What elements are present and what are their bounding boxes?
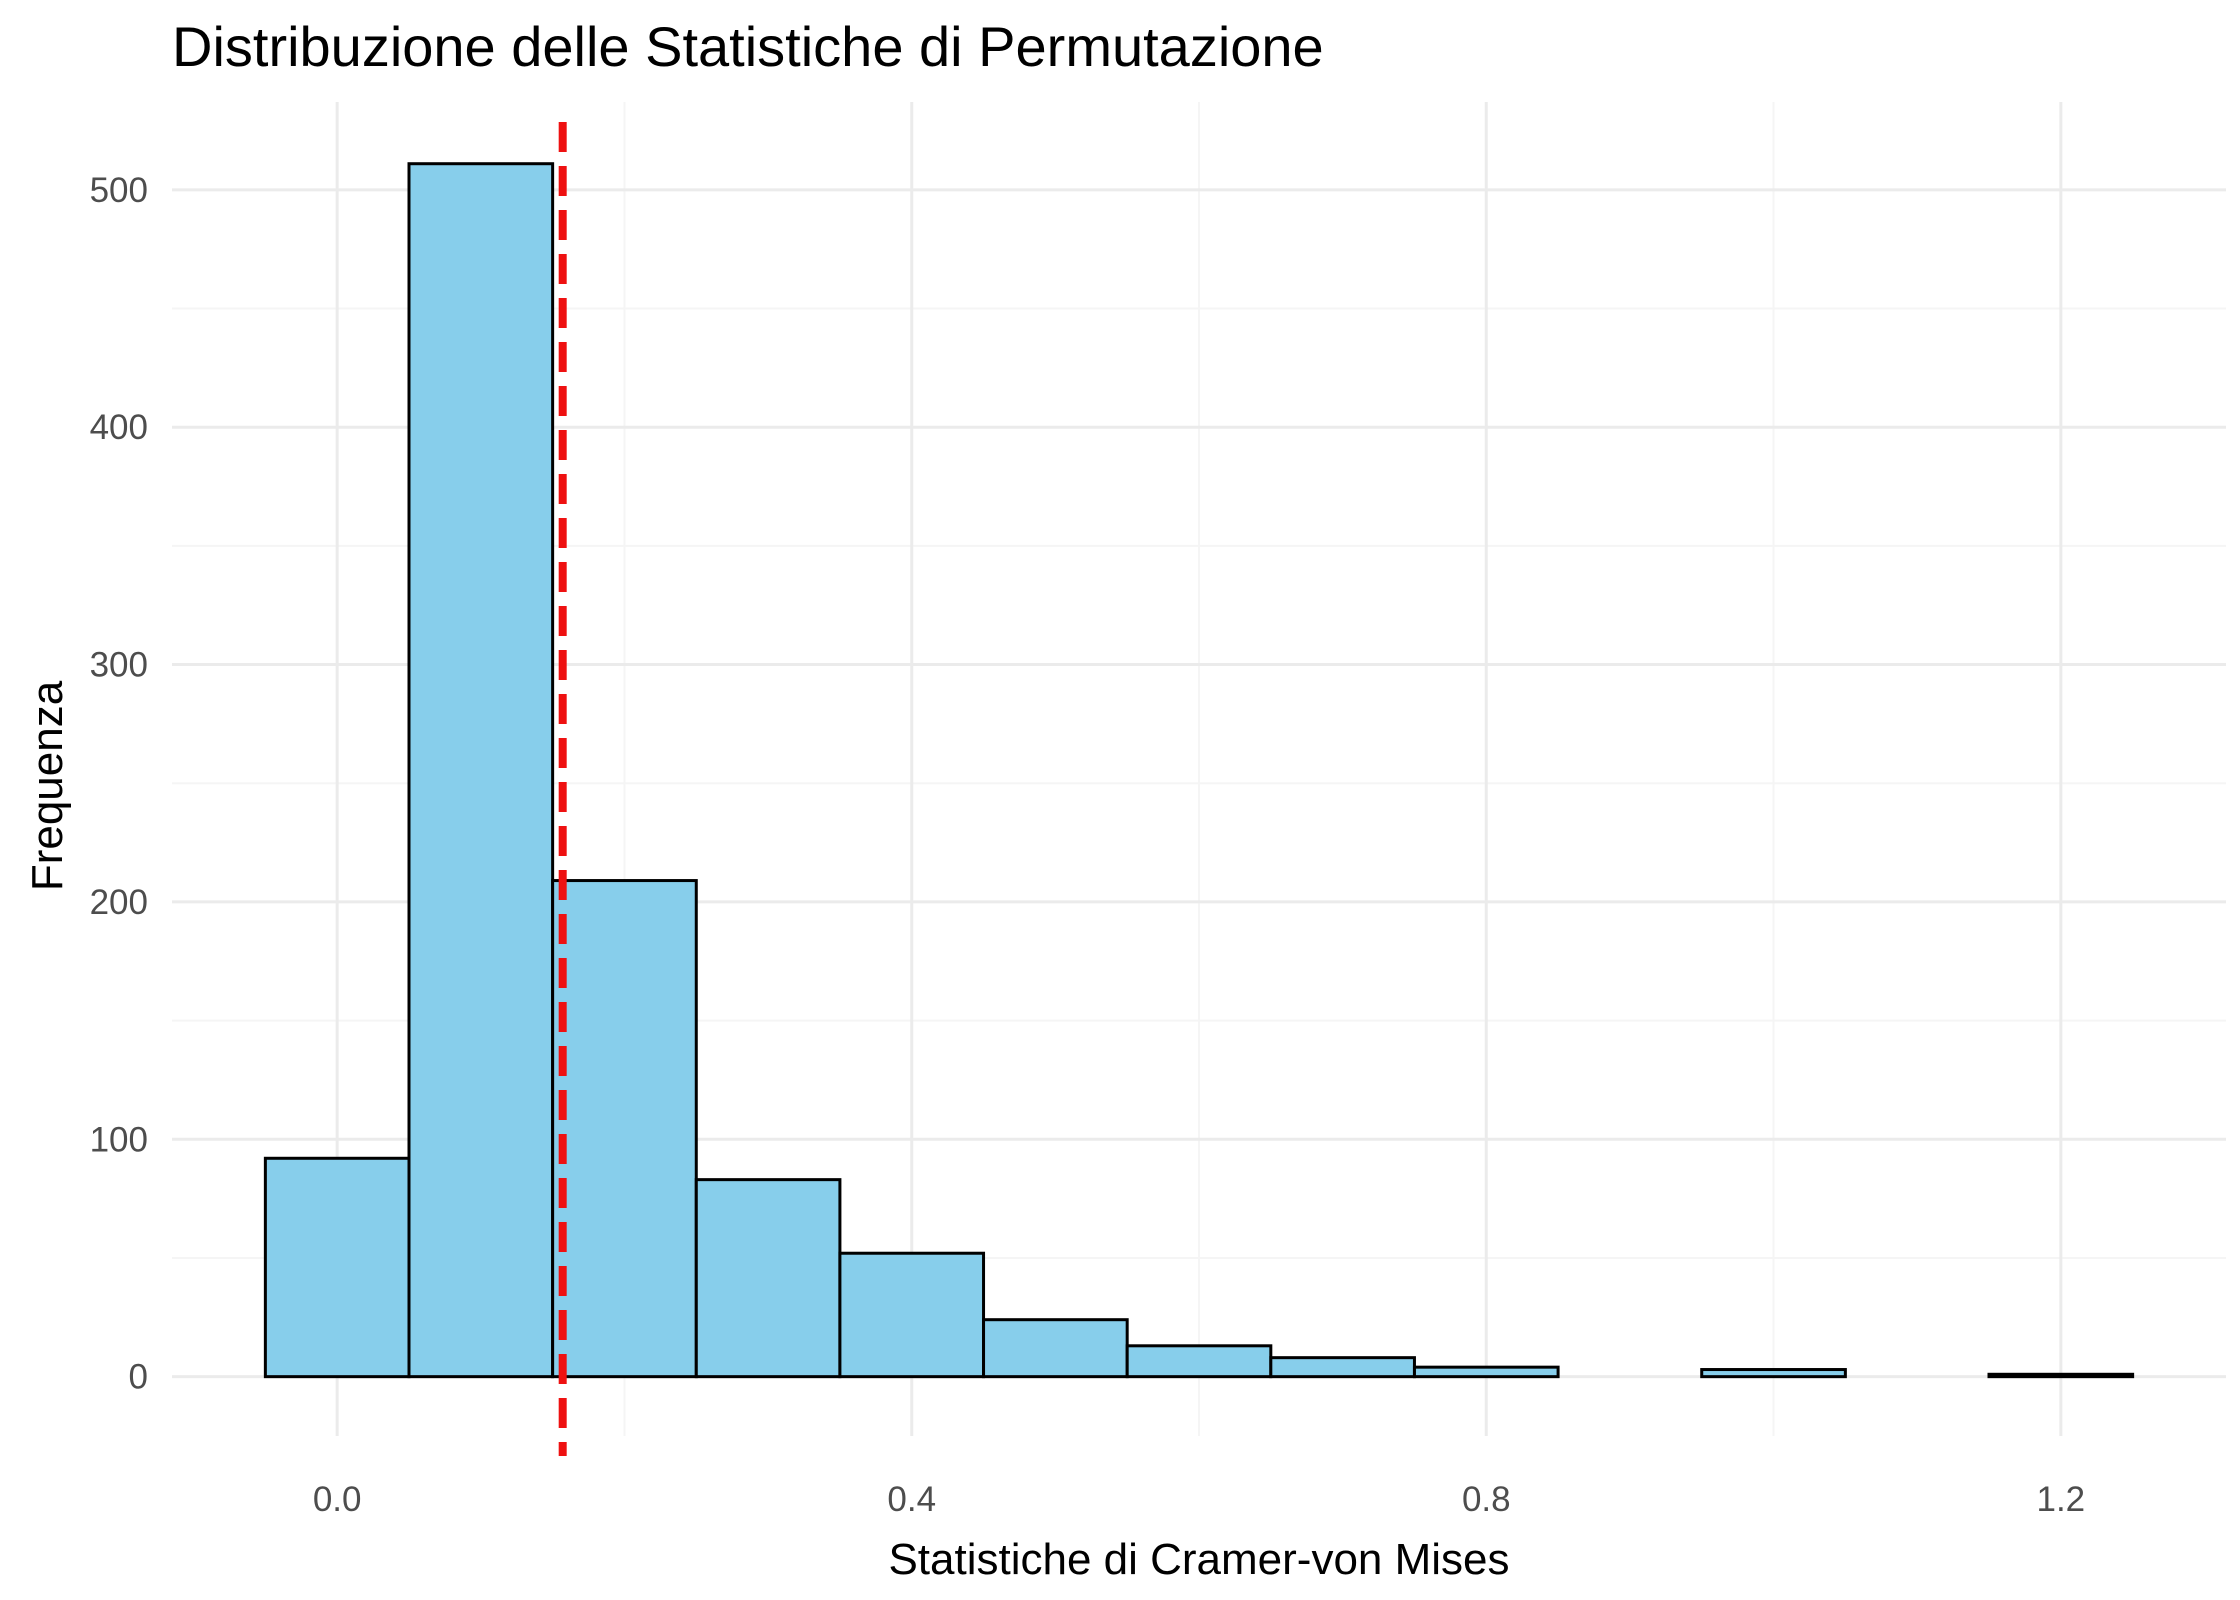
histogram-bar-4 xyxy=(838,1251,986,1379)
histogram-bar-10 xyxy=(1700,1368,1847,1379)
x-tick-label: 1.2 xyxy=(2036,1480,2085,1519)
y-axis-ticks: 0 100 200 300 400 500 xyxy=(90,171,148,1397)
y-tick-label: 200 xyxy=(90,883,148,922)
x-tick-label: 0.4 xyxy=(887,1480,936,1519)
histogram-bar-3 xyxy=(694,1178,842,1379)
histogram-bar-5 xyxy=(982,1318,1129,1379)
y-tick-label: 0 xyxy=(129,1358,148,1397)
y-tick-label: 100 xyxy=(90,1120,148,1159)
x-tick-label: 0.8 xyxy=(1462,1480,1511,1519)
x-axis-ticks: 0.0 0.4 0.8 1.2 xyxy=(313,1480,2085,1519)
y-tick-label: 300 xyxy=(90,646,148,685)
chart-title: Distribuzione delle Statistiche di Permu… xyxy=(172,15,1324,78)
x-tick-label: 0.0 xyxy=(313,1480,362,1519)
histogram-bar-6 xyxy=(1125,1344,1273,1379)
x-axis-title: Statistiche di Cramer-von Mises xyxy=(888,1535,1509,1584)
histogram-bar-8 xyxy=(1412,1365,1560,1379)
y-tick-label: 400 xyxy=(90,408,148,447)
y-axis-title: Frequenza xyxy=(23,680,72,891)
histogram-bar-2 xyxy=(551,879,698,1379)
y-tick-label: 500 xyxy=(90,171,148,210)
histogram-bar-1 xyxy=(407,162,555,1379)
histogram-bar-12 xyxy=(1987,1372,2135,1379)
histogram-bar-0 xyxy=(263,1156,411,1379)
histogram-bar-7 xyxy=(1269,1356,1416,1379)
histogram-bars xyxy=(263,162,2135,1379)
